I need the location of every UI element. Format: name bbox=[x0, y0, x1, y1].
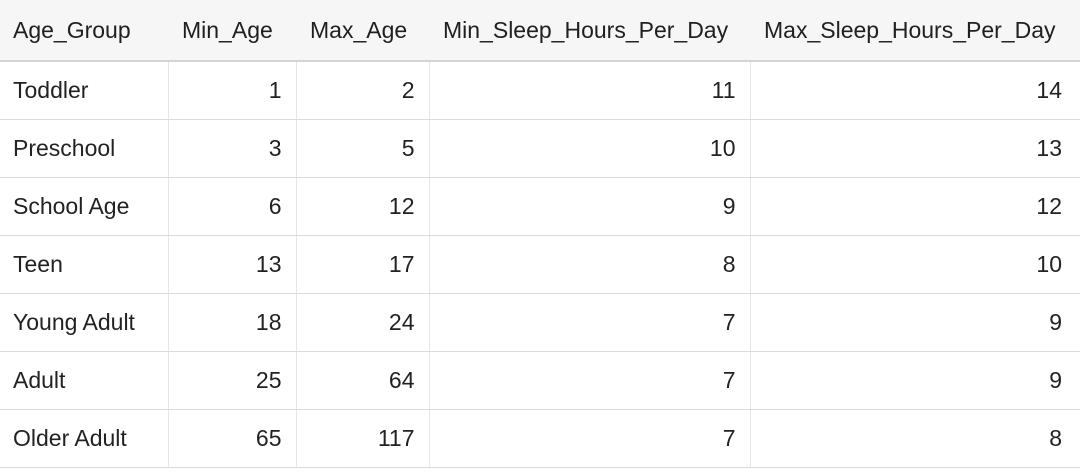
column-header-age-group[interactable]: Age_Group bbox=[0, 0, 168, 62]
table-body: Toddler 1 2 11 14 Preschool 3 5 10 13 Sc… bbox=[0, 61, 1080, 468]
cell-min-age: 13 bbox=[168, 235, 297, 294]
table-header: Age_Group Min_Age Max_Age Min_Sleep_Hour… bbox=[0, 0, 1080, 62]
cell-min-sleep-hours: 9 bbox=[429, 177, 751, 236]
cell-max-sleep-hours: 9 bbox=[750, 351, 1080, 410]
cell-min-sleep-hours: 8 bbox=[429, 235, 751, 294]
cell-max-age: 64 bbox=[296, 351, 430, 410]
cell-min-age: 1 bbox=[168, 61, 297, 120]
cell-max-sleep-hours: 14 bbox=[750, 61, 1080, 120]
table-row: Toddler 1 2 11 14 bbox=[0, 61, 1080, 120]
cell-min-age: 18 bbox=[168, 293, 297, 352]
cell-age-group: Toddler bbox=[0, 61, 169, 120]
cell-age-group: Young Adult bbox=[0, 293, 169, 352]
table-row: Adult 25 64 7 9 bbox=[0, 351, 1080, 410]
table-row: School Age 6 12 9 12 bbox=[0, 177, 1080, 236]
cell-max-sleep-hours: 10 bbox=[750, 235, 1080, 294]
column-header-min-age[interactable]: Min_Age bbox=[168, 0, 296, 62]
cell-min-sleep-hours: 7 bbox=[429, 409, 751, 468]
cell-age-group: Preschool bbox=[0, 119, 169, 178]
cell-min-sleep-hours: 10 bbox=[429, 119, 751, 178]
cell-max-age: 12 bbox=[296, 177, 430, 236]
cell-min-age: 3 bbox=[168, 119, 297, 178]
cell-min-sleep-hours: 11 bbox=[429, 61, 751, 120]
cell-min-age: 65 bbox=[168, 409, 297, 468]
table-row: Older Adult 65 117 7 8 bbox=[0, 409, 1080, 468]
table-row: Young Adult 18 24 7 9 bbox=[0, 293, 1080, 352]
column-header-max-sleep-hours[interactable]: Max_Sleep_Hours_Per_Day bbox=[750, 0, 1080, 62]
cell-max-sleep-hours: 8 bbox=[750, 409, 1080, 468]
cell-min-sleep-hours: 7 bbox=[429, 293, 751, 352]
cell-max-age: 5 bbox=[296, 119, 430, 178]
cell-age-group: Adult bbox=[0, 351, 169, 410]
cell-max-age: 2 bbox=[296, 61, 430, 120]
cell-max-sleep-hours: 9 bbox=[750, 293, 1080, 352]
cell-min-age: 6 bbox=[168, 177, 297, 236]
cell-max-age: 17 bbox=[296, 235, 430, 294]
cell-age-group: Older Adult bbox=[0, 409, 169, 468]
header-row: Age_Group Min_Age Max_Age Min_Sleep_Hour… bbox=[0, 0, 1080, 62]
cell-max-sleep-hours: 13 bbox=[750, 119, 1080, 178]
cell-min-age: 25 bbox=[168, 351, 297, 410]
cell-min-sleep-hours: 7 bbox=[429, 351, 751, 410]
cell-age-group: School Age bbox=[0, 177, 169, 236]
cell-age-group: Teen bbox=[0, 235, 169, 294]
cell-max-age: 117 bbox=[296, 409, 430, 468]
column-header-min-sleep-hours[interactable]: Min_Sleep_Hours_Per_Day bbox=[429, 0, 750, 62]
table-row: Preschool 3 5 10 13 bbox=[0, 119, 1080, 178]
table-row: Teen 13 17 8 10 bbox=[0, 235, 1080, 294]
column-header-max-age[interactable]: Max_Age bbox=[296, 0, 429, 62]
cell-max-age: 24 bbox=[296, 293, 430, 352]
cell-max-sleep-hours: 12 bbox=[750, 177, 1080, 236]
